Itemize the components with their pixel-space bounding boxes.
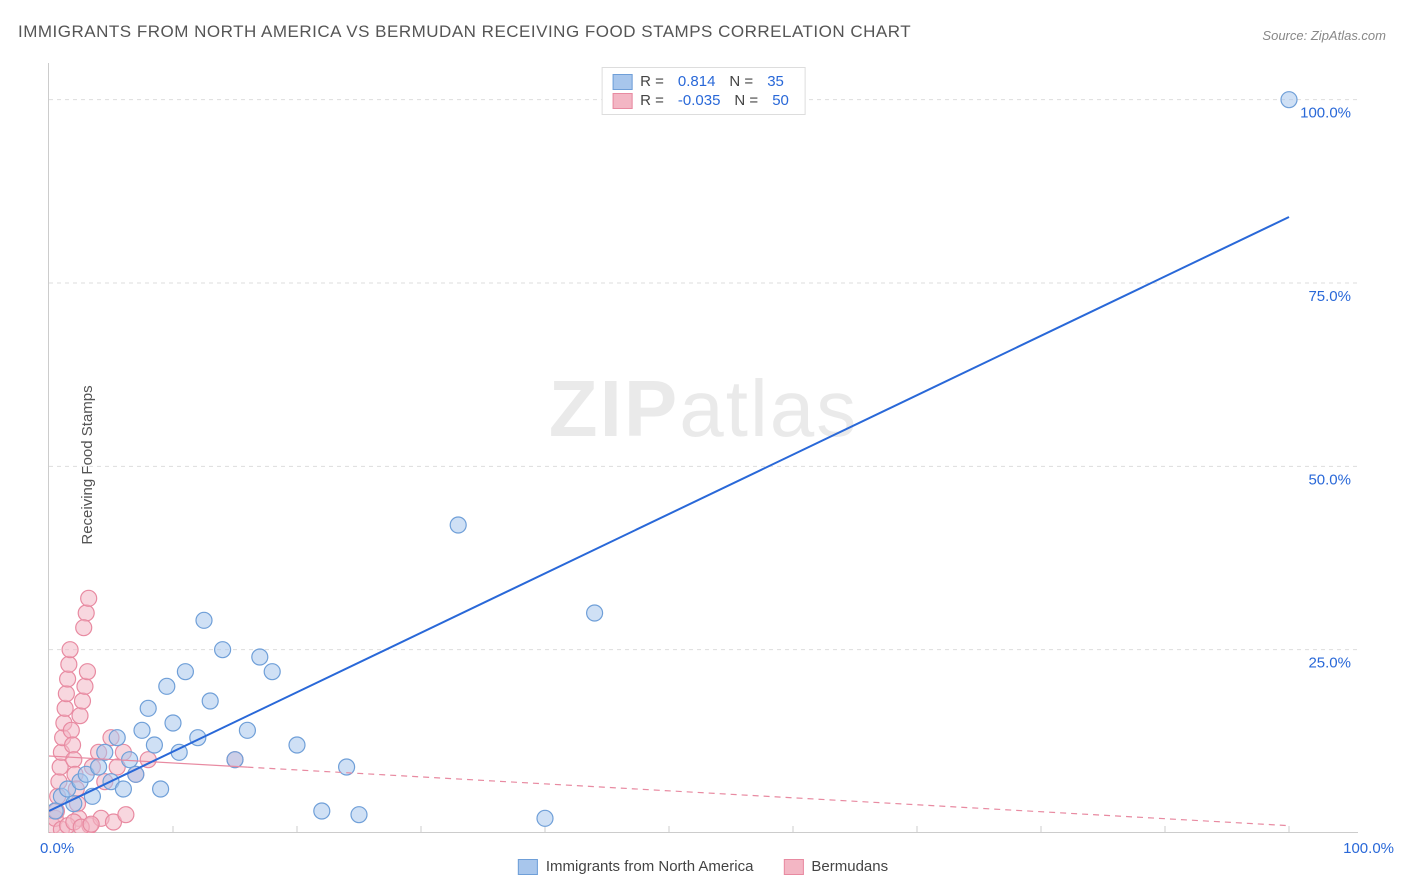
chart-title: IMMIGRANTS FROM NORTH AMERICA VS BERMUDA… <box>18 22 911 42</box>
legend-swatch-blue <box>612 74 632 90</box>
source-value: ZipAtlas.com <box>1311 28 1386 43</box>
legend-item-1: Immigrants from North America <box>518 858 754 875</box>
n-label-2: N = <box>734 92 758 109</box>
legend-label-2: Bermudans <box>811 858 888 875</box>
n-label-1: N = <box>729 73 753 90</box>
legend-item-2: Bermudans <box>783 858 888 875</box>
svg-text:25.0%: 25.0% <box>1308 655 1351 672</box>
svg-text:75.0%: 75.0% <box>1308 288 1351 305</box>
legend-swatch-pink <box>612 93 632 109</box>
chart-container: Receiving Food Stamps ZIPatlas 25.0%50.0… <box>0 55 1406 875</box>
source-attribution: Source: ZipAtlas.com <box>1262 28 1386 43</box>
r-value-1: 0.814 <box>678 73 716 90</box>
scatter-svg: 25.0% 50.0% 75.0% 100.0% <box>49 63 1359 833</box>
correlation-legend: R = 0.814 N = 35 R = -0.035 N = 50 <box>601 67 806 115</box>
legend-swatch-1 <box>518 859 538 875</box>
n-value-2: 50 <box>772 92 789 109</box>
r-label-1: R = <box>640 73 664 90</box>
legend-swatch-2 <box>783 859 803 875</box>
n-value-1: 35 <box>767 73 784 90</box>
x-max-tick-label: 100.0% <box>1343 840 1394 857</box>
source-label: Source: <box>1262 28 1307 43</box>
svg-text:100.0%: 100.0% <box>1300 105 1351 122</box>
svg-text:50.0%: 50.0% <box>1308 471 1351 488</box>
legend-row-1: R = 0.814 N = 35 <box>612 72 795 91</box>
legend-label-1: Immigrants from North America <box>546 858 754 875</box>
r-value-2: -0.035 <box>678 92 721 109</box>
plot-area: ZIPatlas 25.0%50.0%75.0%100.0% R = 0.814… <box>48 63 1358 833</box>
legend-row-2: R = -0.035 N = 50 <box>612 91 795 110</box>
r-label-2: R = <box>640 92 664 109</box>
series-legend: Immigrants from North America Bermudans <box>518 858 888 875</box>
origin-tick-label: 0.0% <box>40 840 74 857</box>
